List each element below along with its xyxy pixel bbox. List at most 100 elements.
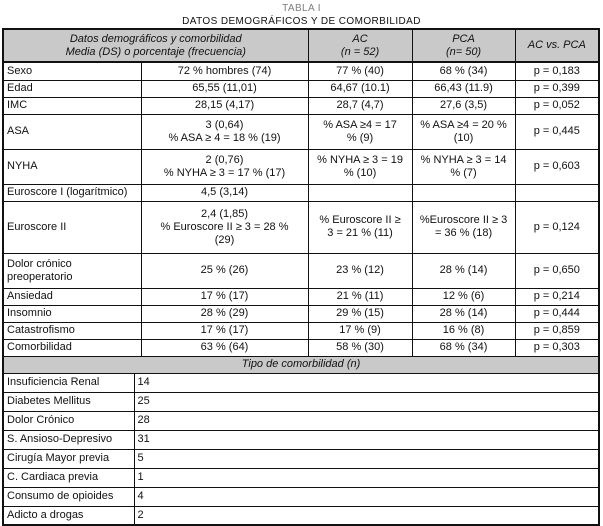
row-label: NYHA bbox=[2, 148, 142, 185]
row-value-all: 2 (0,76) % NYHA ≥ 3 = 17 % (17) bbox=[140, 148, 309, 185]
row-label: Insomnio bbox=[2, 304, 142, 323]
table-title-block: TABLA I DATOS DEMOGRÁFICOS Y DE COMORBIL… bbox=[0, 0, 603, 28]
comorbidity-label: C. Cardiaca previa bbox=[2, 467, 135, 488]
row-label: Catastrofismo bbox=[2, 321, 142, 340]
comorbidity-label: Dolor Crónico bbox=[2, 410, 135, 431]
comorbidity-label: S. Ansioso-Depresivo bbox=[2, 429, 135, 450]
comorbidity-label: Diabetes Mellitus bbox=[2, 391, 135, 412]
row-value-pca: 28 % (14) bbox=[411, 252, 516, 289]
row-pvalue: p = 0,124 bbox=[514, 200, 600, 254]
table-heading: DATOS DEMOGRÁFICOS Y DE COMORBILIDAD bbox=[182, 16, 421, 27]
row-value-pca: %Euroscore II ≥ 3 = 36 % (18) bbox=[411, 200, 516, 254]
row-value-all: 17 % (17) bbox=[140, 321, 309, 340]
comorbidity-row: Adicto a drogas 2 bbox=[2, 505, 600, 526]
table-row: ASA 3 (0,64) % ASA ≥ 4 = 18 % (19) % ASA… bbox=[2, 113, 600, 150]
row-pvalue: p = 0,303 bbox=[514, 338, 600, 357]
comorbidity-row: C. Cardiaca previa 1 bbox=[2, 467, 600, 488]
row-value-pca: 68 % (34) bbox=[411, 338, 516, 357]
row-value-ac: 29 % (15) bbox=[307, 304, 413, 323]
comorbidity-row: Consumo de opioides 4 bbox=[2, 486, 600, 507]
row-value-pca bbox=[411, 183, 516, 202]
row-label: ASA bbox=[2, 113, 142, 150]
table-row: Dolor crónico preoperatorio 25 % (26) 23… bbox=[2, 252, 600, 289]
table-row: Sexo 72 % hombres (74) 77 % (40) 68 % (3… bbox=[2, 61, 600, 81]
row-value-all: 28,15 (4,17) bbox=[140, 96, 309, 115]
comorbidity-row: Dolor Crónico 28 bbox=[2, 410, 600, 431]
row-value-all: 4,5 (3,14) bbox=[140, 183, 309, 202]
table-row: Euroscore I (logarítmico) 4,5 (3,14) bbox=[2, 183, 600, 202]
row-value-all: 17 % (17) bbox=[140, 287, 309, 306]
row-value-all: 28 % (29) bbox=[140, 304, 309, 323]
row-label: Ansiedad bbox=[2, 287, 142, 306]
row-pvalue: p = 0,445 bbox=[514, 113, 600, 150]
row-pvalue: p = 0,444 bbox=[514, 304, 600, 323]
row-value-all: 63 % (64) bbox=[140, 338, 309, 357]
row-value-pca: 12 % (6) bbox=[411, 287, 516, 306]
table-row: Comorbilidad 63 % (64) 58 % (30) 68 % (3… bbox=[2, 338, 600, 357]
row-value-ac: 58 % (30) bbox=[307, 338, 413, 357]
demographics-comorbidity-table: Datos demográficos y comorbilidad Media … bbox=[2, 28, 601, 526]
row-label: Dolor crónico preoperatorio bbox=[2, 252, 142, 289]
table-number-title: TABLA I bbox=[282, 3, 321, 14]
table-header-row: Datos demográficos y comorbilidad Media … bbox=[2, 28, 600, 63]
row-pvalue: p = 0,399 bbox=[514, 79, 600, 98]
header-comparison: AC vs. PCA bbox=[514, 28, 600, 63]
row-value-all: 65,55 (11,01) bbox=[140, 79, 309, 98]
row-label: IMC bbox=[2, 96, 142, 115]
row-label: Sexo bbox=[2, 61, 142, 81]
row-value-pca: % NYHA ≥ 3 = 14 % (7) bbox=[411, 148, 516, 185]
comorbidity-count: 1 bbox=[133, 467, 600, 488]
comorbidity-row: S. Ansioso-Depresivo 31 bbox=[2, 429, 600, 450]
table-row: Catastrofismo 17 % (17) 17 % (9) 16 % (8… bbox=[2, 321, 600, 340]
row-pvalue: p = 0,052 bbox=[514, 96, 600, 115]
row-value-pca: 68 % (34) bbox=[411, 61, 516, 81]
comorbidity-label: Cirugía Mayor previa bbox=[2, 448, 135, 469]
table-row: Insomnio 28 % (29) 29 % (15) 28 % (14) p… bbox=[2, 304, 600, 323]
row-value-ac: 17 % (9) bbox=[307, 321, 413, 340]
row-pvalue: p = 0,603 bbox=[514, 148, 600, 185]
row-value-ac: 64,67 (10.1) bbox=[307, 79, 413, 98]
row-value-all: 3 (0,64) % ASA ≥ 4 = 18 % (19) bbox=[140, 113, 309, 150]
section-banner-label: Tipo de comorbilidad (n) bbox=[2, 355, 600, 374]
table-row: NYHA 2 (0,76) % NYHA ≥ 3 = 17 % (17) % N… bbox=[2, 148, 600, 185]
comorbidity-label: Insuficiencia Renal bbox=[2, 372, 135, 393]
row-pvalue: p = 0,183 bbox=[514, 61, 600, 81]
row-pvalue: p = 0,859 bbox=[514, 321, 600, 340]
row-value-ac: 28,7 (4,7) bbox=[307, 96, 413, 115]
row-label: Euroscore II bbox=[2, 200, 142, 254]
row-value-pca: 27,6 (3,5) bbox=[411, 96, 516, 115]
table-row: IMC 28,15 (4,17) 28,7 (4,7) 27,6 (3,5) p… bbox=[2, 96, 600, 115]
table-row: Ansiedad 17 % (17) 21 % (11) 12 % (6) p … bbox=[2, 287, 600, 306]
comorbidity-label: Consumo de opioides bbox=[2, 486, 135, 507]
comorbidity-row: Insuficiencia Renal 14 bbox=[2, 372, 600, 393]
row-value-ac: % NYHA ≥ 3 = 19 % (10) bbox=[307, 148, 413, 185]
row-value-pca: % ASA ≥4 = 20 % (10) bbox=[411, 113, 516, 150]
row-label: Euroscore I (logarítmico) bbox=[2, 183, 142, 202]
comorbidity-row: Diabetes Mellitus 25 bbox=[2, 391, 600, 412]
comorbidity-label: Adicto a drogas bbox=[2, 505, 135, 526]
row-value-pca: 66,43 (11.9) bbox=[411, 79, 516, 98]
row-value-ac: 77 % (40) bbox=[307, 61, 413, 81]
table-row: Edad 65,55 (11,01) 64,67 (10.1) 66,43 (1… bbox=[2, 79, 600, 98]
row-value-ac: % Euroscore II ≥ 3 = 21 % (11) bbox=[307, 200, 413, 254]
comorbidity-count: 14 bbox=[133, 372, 600, 393]
row-value-pca: 28 % (14) bbox=[411, 304, 516, 323]
header-ac-group: AC (n = 52) bbox=[307, 28, 413, 63]
comorbidity-count: 28 bbox=[133, 410, 600, 431]
comorbidity-count: 2 bbox=[133, 505, 600, 526]
row-value-ac: 21 % (11) bbox=[307, 287, 413, 306]
comorbidity-count: 31 bbox=[133, 429, 600, 450]
row-value-all: 25 % (26) bbox=[140, 252, 309, 289]
row-pvalue bbox=[514, 183, 600, 202]
row-value-all: 2,4 (1,85) % Euroscore II ≥ 3 = 28 % (29… bbox=[140, 200, 309, 254]
table-row: Euroscore II 2,4 (1,85) % Euroscore II ≥… bbox=[2, 200, 600, 254]
row-pvalue: p = 0,214 bbox=[514, 287, 600, 306]
comorbidity-row: Cirugía Mayor previa 5 bbox=[2, 448, 600, 469]
row-value-pca: 16 % (8) bbox=[411, 321, 516, 340]
row-label: Comorbilidad bbox=[2, 338, 142, 357]
row-value-ac bbox=[307, 183, 413, 202]
row-value-ac: % ASA ≥4 = 17 % (9) bbox=[307, 113, 413, 150]
header-demographics: Datos demográficos y comorbilidad Media … bbox=[2, 28, 309, 63]
section-banner-row: Tipo de comorbilidad (n) bbox=[2, 355, 600, 374]
